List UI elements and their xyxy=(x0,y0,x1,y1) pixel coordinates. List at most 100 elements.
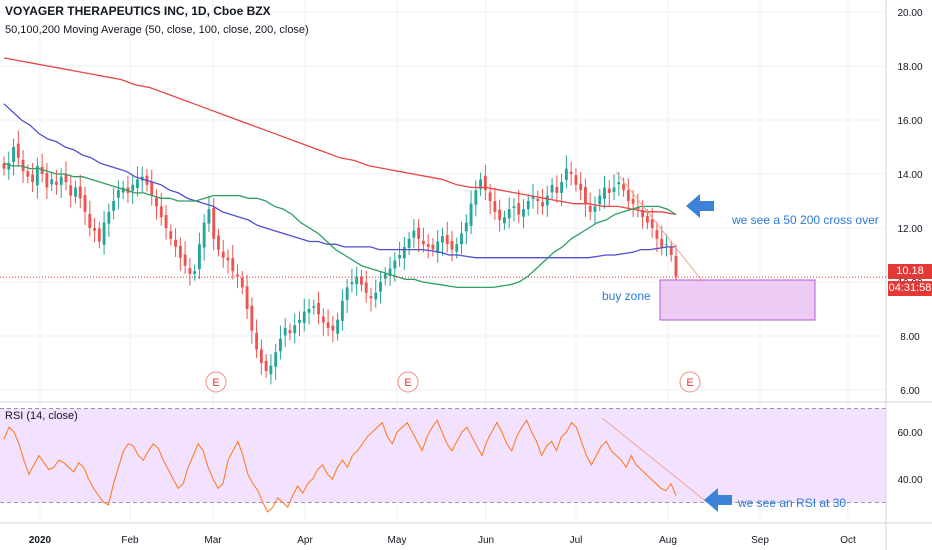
y-tick-label: 18.00 xyxy=(897,62,922,73)
y-tick-label: 12.00 xyxy=(897,224,922,235)
chart-title: VOYAGER THERAPEUTICS INC, 1D, Cboe BZX xyxy=(5,4,271,18)
candle-body xyxy=(59,176,63,185)
candle-body xyxy=(593,206,597,212)
candle xyxy=(136,166,139,197)
candle-body xyxy=(498,209,502,220)
candle-body xyxy=(393,260,397,269)
candle xyxy=(631,190,635,217)
candle-body xyxy=(665,244,668,246)
candle-body xyxy=(526,201,530,210)
candle-body xyxy=(298,319,301,324)
candle xyxy=(174,228,178,257)
candle xyxy=(64,161,68,191)
candle-body xyxy=(155,197,158,207)
candle-body xyxy=(2,163,6,169)
candle xyxy=(293,313,297,344)
candle xyxy=(479,172,483,196)
candle xyxy=(469,190,473,235)
candle-body xyxy=(116,190,120,198)
candle-body xyxy=(236,274,239,277)
candle xyxy=(669,240,673,262)
candle-body xyxy=(293,325,297,334)
candle-body xyxy=(350,282,354,285)
candle-body xyxy=(488,192,492,201)
candle xyxy=(441,227,444,256)
candle xyxy=(112,187,116,220)
candle-body xyxy=(12,147,15,163)
candle xyxy=(502,210,506,230)
candle xyxy=(464,214,468,245)
candle xyxy=(369,287,373,312)
candle-body xyxy=(460,233,463,245)
candle-body xyxy=(83,195,87,212)
candle-body xyxy=(183,254,187,266)
candle-body xyxy=(555,186,559,193)
candle xyxy=(169,224,173,246)
earnings-circle xyxy=(679,371,701,393)
candle-body xyxy=(455,244,459,252)
candle-body xyxy=(340,300,344,321)
candle-body xyxy=(307,309,311,313)
candle-body xyxy=(207,209,211,224)
candle-body xyxy=(88,213,92,228)
candle-body xyxy=(383,273,387,279)
buy-zone-box xyxy=(659,279,816,321)
candle-body xyxy=(598,195,602,205)
rsi-tick-label: 60.00 xyxy=(897,428,922,439)
candle-body xyxy=(450,240,454,250)
candle xyxy=(7,151,11,180)
candle xyxy=(331,315,335,343)
candle xyxy=(507,197,511,229)
candle-body xyxy=(531,195,535,199)
candle-body xyxy=(445,235,449,245)
candle xyxy=(360,269,363,292)
candle xyxy=(517,189,521,223)
candle xyxy=(541,188,544,215)
candle xyxy=(78,174,82,209)
y-tick-label: 16.00 xyxy=(897,116,922,127)
candle-body xyxy=(641,210,645,218)
candle-body xyxy=(655,230,659,239)
candle xyxy=(88,200,92,237)
candle-body xyxy=(331,325,335,331)
candle xyxy=(603,175,606,209)
ma100-line xyxy=(3,103,676,259)
candle xyxy=(522,199,525,229)
candle xyxy=(555,175,559,203)
rsi-series xyxy=(3,419,677,513)
candle xyxy=(536,190,540,215)
candle xyxy=(426,234,430,259)
candle xyxy=(259,339,263,375)
candle-body xyxy=(669,247,673,255)
left-arrow-icon xyxy=(686,194,714,218)
candle xyxy=(69,175,73,208)
candle-body xyxy=(231,258,235,272)
candle-body xyxy=(78,186,82,199)
candle-body xyxy=(617,182,621,185)
candle-body xyxy=(522,209,525,217)
candle xyxy=(183,241,187,275)
candle-body xyxy=(336,319,340,334)
candle-body xyxy=(226,257,230,261)
candle-body xyxy=(631,198,635,204)
candle xyxy=(312,299,316,315)
rsi-legend: RSI (14, close) xyxy=(5,410,78,422)
candle-body xyxy=(579,183,583,191)
candle-body xyxy=(584,186,587,204)
candle xyxy=(412,219,416,248)
candle-body xyxy=(102,222,106,245)
candle-body xyxy=(650,219,654,228)
candle-body xyxy=(16,143,20,158)
candle xyxy=(274,343,278,381)
y-tick-label: 6.00 xyxy=(900,386,920,397)
candle xyxy=(102,210,106,255)
candle-body xyxy=(274,352,278,367)
candle xyxy=(560,173,564,207)
candle-body xyxy=(421,240,425,245)
candle xyxy=(202,214,206,261)
candle-body xyxy=(164,215,168,228)
candle-body xyxy=(464,222,468,232)
candle xyxy=(288,323,292,341)
candle xyxy=(226,249,230,274)
